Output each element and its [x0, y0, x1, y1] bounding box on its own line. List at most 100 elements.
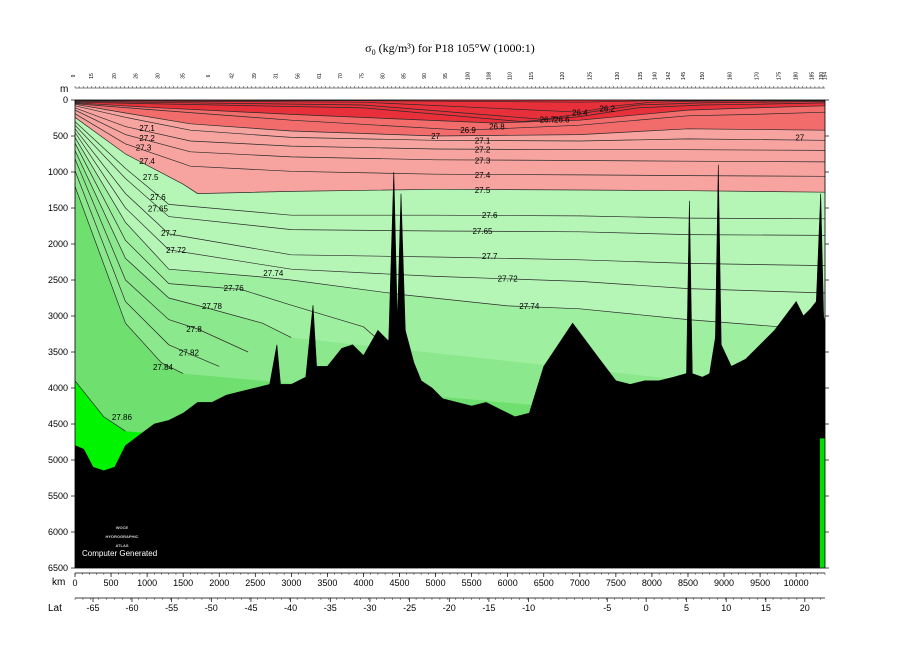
- station-label: 100: [465, 72, 471, 81]
- contour-label-27-2-1: 27.2: [475, 146, 491, 155]
- contour-label-27-8-0: 27.8: [186, 325, 202, 334]
- isopycnal-27-5: [75, 117, 825, 194]
- contour-label-27-7-1: 27.7: [482, 252, 498, 261]
- x-tick-label-7500: 7500: [606, 578, 626, 588]
- lat-axis-name: Lat: [48, 603, 62, 614]
- axes: 0500100015002000250030003500400045005000…: [48, 72, 829, 613]
- contour-label-27-76-0: 27.76: [224, 284, 245, 293]
- contour-label-27-72-1: 27.72: [498, 275, 519, 284]
- station-label: 9: [71, 74, 77, 77]
- credit-text: Computer Generated: [82, 549, 157, 558]
- lat-tick-label: 20: [800, 603, 810, 613]
- contour-label-27-6-0: 27.6: [150, 193, 166, 202]
- isopycnal-27-76: [75, 143, 393, 353]
- x-tick-label-9500: 9500: [750, 578, 770, 588]
- isopycnal-26-6: [75, 101, 825, 120]
- station-label: 26: [134, 73, 140, 79]
- contour-label-26-9-0: 26.9: [460, 126, 476, 135]
- contour-label-27-5-0: 27.5: [143, 173, 159, 182]
- contour-label-27-78-0: 27.78: [202, 302, 223, 311]
- isopycnal-26-7: [75, 101, 825, 122]
- y-tick-label-5500: 5500: [48, 491, 68, 501]
- isopycnal-27-1: [75, 105, 825, 142]
- isopycnal-27-84: [75, 186, 184, 374]
- lat-tick-label: -5: [603, 603, 611, 613]
- lat-tick-label: 5: [684, 603, 689, 613]
- contour-label-27-2-0: 27.2: [139, 134, 155, 143]
- station-label: 30: [155, 73, 161, 79]
- y-tick-label-500: 500: [53, 131, 68, 141]
- y-tick-label-4500: 4500: [48, 419, 68, 429]
- contour-label-27-4-0: 27.4: [139, 157, 155, 166]
- lat-tick-label: -60: [125, 603, 138, 613]
- x-axis-name: km: [52, 577, 65, 588]
- contour-label-27-74-0: 27.74: [263, 269, 284, 278]
- station-label: 90: [422, 73, 428, 79]
- station-label: 85: [401, 73, 407, 79]
- isopycnal-27-74: [75, 137, 825, 331]
- y-tick-label-5000: 5000: [48, 455, 68, 465]
- station-label: 6: [206, 74, 212, 77]
- x-tick-label-8000: 8000: [642, 578, 662, 588]
- isopycnal-27-78: [75, 150, 292, 338]
- x-tick-label-2500: 2500: [245, 578, 265, 588]
- contour-label-26-7-0: 26.7: [540, 115, 556, 124]
- station-label: 108: [486, 72, 492, 81]
- lat-tick-label: -50: [205, 603, 218, 613]
- isopycnal-26-4: [75, 100, 825, 113]
- isopycnal-26-9: [75, 103, 825, 131]
- isopycnal-27-4: [75, 113, 825, 177]
- y-tick-label-1000: 1000: [48, 167, 68, 177]
- station-label: 115: [529, 72, 535, 80]
- contour-label-27-1-1: 27.1: [475, 136, 491, 145]
- contour-label-27-72-0: 27.72: [166, 246, 187, 255]
- station-label: 170: [755, 72, 761, 81]
- x-tick-label-3500: 3500: [317, 578, 337, 588]
- contour-label-27-3-0: 27.3: [136, 144, 152, 153]
- contour-label-27-5-1: 27.5: [475, 186, 491, 195]
- isopycnal-27-86: [75, 380, 126, 432]
- y-axis-unit: m: [60, 84, 68, 95]
- y-tick-label-6500: 6500: [48, 563, 68, 573]
- station-label: 135: [638, 72, 644, 81]
- lat-tick-label: -10: [522, 603, 535, 613]
- station-label: 110: [507, 72, 513, 80]
- station-label: 140: [652, 72, 658, 81]
- isopycnal-26-2: [75, 100, 825, 103]
- station-label: 39: [252, 73, 258, 79]
- station-label: 130: [615, 72, 621, 81]
- station-label: 42: [230, 73, 236, 79]
- logo-line-3: ATLAS: [115, 543, 128, 548]
- title-subscript: 0: [372, 48, 376, 57]
- contour-label-27-1: 27: [795, 133, 804, 142]
- isopycnal-27-8: [75, 158, 249, 353]
- x-tick-label-1000: 1000: [137, 578, 157, 588]
- station-label: 70: [338, 73, 344, 79]
- lat-tick-label: -65: [87, 603, 100, 613]
- woce-logo: WOCE HYDROGRAPHIC ATLAS: [106, 525, 139, 548]
- isopycnal-27-7: [75, 128, 825, 266]
- contour-label-27-4-1: 27.4: [475, 171, 491, 180]
- station-label: 95: [443, 73, 449, 79]
- lat-tick-label: -35: [324, 603, 337, 613]
- contour-label-26-8-0: 26.8: [489, 123, 505, 132]
- x-tick-label-1500: 1500: [173, 578, 193, 588]
- isopycnal-27-72: [75, 132, 825, 294]
- y-tick-label-0: 0: [63, 95, 68, 105]
- station-label: 125: [587, 72, 593, 81]
- lat-tick-label: -20: [443, 603, 456, 613]
- x-tick-label-5000: 5000: [426, 578, 446, 588]
- right-edge-water: [819, 438, 825, 568]
- station-label: 80: [380, 73, 386, 79]
- seafloor: [75, 164, 825, 568]
- y-tick-label-3000: 3000: [48, 311, 68, 321]
- station-label: 160: [727, 72, 733, 81]
- contour-label-27-82-0: 27.82: [179, 349, 200, 358]
- x-tick-label-6500: 6500: [534, 578, 554, 588]
- station-label: 190: [819, 72, 825, 81]
- y-tick-label-4000: 4000: [48, 383, 68, 393]
- lat-tick-label: 0: [644, 603, 649, 613]
- station-label: 150: [700, 72, 706, 81]
- lat-tick-label: -40: [284, 603, 297, 613]
- station-label: 75: [359, 73, 365, 79]
